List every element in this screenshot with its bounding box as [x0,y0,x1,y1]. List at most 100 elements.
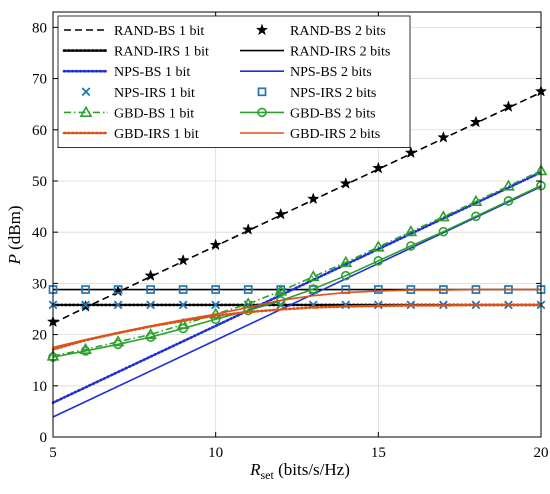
x-tick-label: 20 [534,445,549,461]
data-point-nps-irs-2-bits [178,285,188,294]
legend-label: GBD-BS 2 bits [290,106,376,121]
legend-entry-gbd-irs-2-bits: GBD-IRS 2 bits [240,127,380,142]
data-point-gbd-bs-2-bits [80,346,91,356]
data-point-gbd-bs-1-bit [437,210,450,222]
legend-label: RAND-BS 1 bit [114,24,204,39]
y-tick-label: 30 [32,276,47,292]
x-tick-label: 15 [371,445,386,461]
x-axis-title-unit: (bits/s/Hz) [274,460,350,479]
legend-entry-nps-bs-2-bits: NPS-BS 2 bits [240,65,372,80]
data-point-rand-bs-2-bits [274,207,287,220]
data-point-nps-irs-2-bits [146,285,155,294]
data-point-rand-bs-2-bits [404,146,418,159]
y-tick-label: 80 [32,20,47,36]
data-point-nps-irs-1-bit [81,300,90,310]
legend-label: RAND-IRS 2 bits [290,45,390,60]
data-point-gbd-bs-1-bit [339,255,353,267]
data-point-gbd-bs-2-bits [406,241,416,251]
series-layer [46,84,548,418]
y-tick-label: 60 [32,123,47,139]
y-tick-label: 50 [32,174,47,190]
series-nps-bs-2-bits [52,185,542,418]
series-line-nps-bs-1-bit [51,170,543,404]
x-axis-title: Rset (bits/s/Hz) [249,460,350,482]
data-point-nps-irs-2-bits [113,285,123,294]
data-point-nps-irs-1-bit [113,300,123,310]
data-point-gbd-bs-2-bits [438,226,449,237]
data-point-gbd-bs-1-bit [469,194,483,207]
series-gbd-irs-2-bits [52,288,541,349]
data-point-gbd-bs-2-bits [113,339,123,350]
series-rand-bs-1-bit [52,91,542,325]
plot-frame [52,11,542,438]
data-point-gbd-bs-2-bits [243,305,253,316]
legend-label: NPS-IRS 1 bit [114,86,195,101]
data-point-nps-irs-1-bit [211,300,221,310]
legend-label: GBD-IRS 2 bits [290,127,380,142]
legend-entry-rand-irs-2-bits: RAND-IRS 2 bits [240,45,390,60]
legend-entry-nps-irs-2-bits: NPS-IRS 2 bits [257,86,376,101]
y-tick-label: 10 [32,379,47,395]
series-line-rand-bs-1-bit [52,91,542,325]
y-tick-label: 40 [32,225,47,241]
data-point-rand-bs-2-bits [209,238,222,251]
legend-swatch-marker [255,23,269,36]
data-point-gbd-bs-1-bit [274,284,288,296]
y-axis-title-unit: (dBm) [5,205,24,254]
y-tick-label: 0 [40,430,48,446]
y-axis-title-main: P [5,254,24,265]
data-point-gbd-bs-2-bits [178,323,188,334]
legend-label: RAND-BS 2 bits [290,24,386,39]
data-point-gbd-bs-1-bit [306,270,320,282]
data-point-gbd-bs-1-bit [404,225,418,237]
legend-swatch-marker [79,105,93,117]
y-tick-label: 70 [32,72,47,88]
data-point-nps-irs-2-bits [373,285,383,294]
x-axis-title-sub: set [261,468,275,482]
data-point-gbd-bs-2-bits [471,211,481,222]
data-point-gbd-bs-1-bit [371,240,385,252]
legend-entry-gbd-irs-1-bit: GBD-IRS 1 bit [62,127,199,142]
data-point-gbd-bs-1-bit [79,342,92,354]
legend-box [57,15,411,149]
data-point-gbd-bs-2-bits [145,332,156,342]
data-point-gbd-bs-2-bits [373,256,384,266]
legend-entry-gbd-bs-1-bit: GBD-BS 1 bit [64,105,194,121]
series-line-gbd-bs-2-bits [52,184,542,358]
y-axis-title: P (dBm) [5,205,24,265]
series-nps-bs-1-bit [51,170,543,404]
legend-entry-nps-bs-1-bit: NPS-BS 1 bit [62,65,190,80]
data-point-gbd-bs-1-bit [502,179,515,191]
legend-swatch-marker [257,107,267,118]
legend-swatch-marker [81,87,91,97]
legend-label: GBD-BS 1 bit [114,106,194,121]
data-point-rand-bs-2-bits [372,161,385,174]
x-tick-label: 10 [208,445,223,461]
x-axis-title-main: R [249,460,261,479]
legend-entry-gbd-bs-2-bits: GBD-BS 2 bits [240,106,376,121]
legend-entry-rand-irs-1-bit: RAND-IRS 1 bit [62,45,209,60]
data-point-nps-irs-2-bits [243,285,253,294]
data-point-rand-bs-2-bits [437,130,450,143]
series-line-gbd-irs-2-bits [52,288,541,349]
axes: 5 10 15 20 0 10 20 30 40 50 60 70 80 [32,12,549,461]
series-line-nps-bs-2-bits [52,185,542,418]
legend-entry-rand-bs-2-bits: RAND-BS 2 bits [255,23,386,39]
data-point-rand-bs-2-bits [469,115,483,128]
series-line-gbd-bs-1-bit [52,170,542,357]
data-point-gbd-bs-2-bits [308,284,319,294]
legend-entry-rand-bs-1-bit: RAND-BS 1 bit [64,24,204,39]
legend-label: NPS-BS 2 bits [290,65,372,80]
legend-label: GBD-IRS 1 bit [114,127,199,142]
data-point-rand-bs-2-bits [307,192,320,205]
data-point-nps-irs-2-bits [211,285,221,294]
legend-label: RAND-IRS 1 bit [114,45,209,60]
legend-label: NPS-IRS 2 bits [290,86,376,101]
data-point-nps-irs-1-bit [146,300,155,310]
legend-swatch-marker [257,87,267,97]
legend-label: NPS-BS 1 bit [114,65,190,80]
legend-entry-nps-irs-1-bit: NPS-IRS 1 bit [81,86,195,101]
data-point-gbd-bs-2-bits [503,196,514,206]
series-gbd-bs-2-bits [48,180,546,362]
